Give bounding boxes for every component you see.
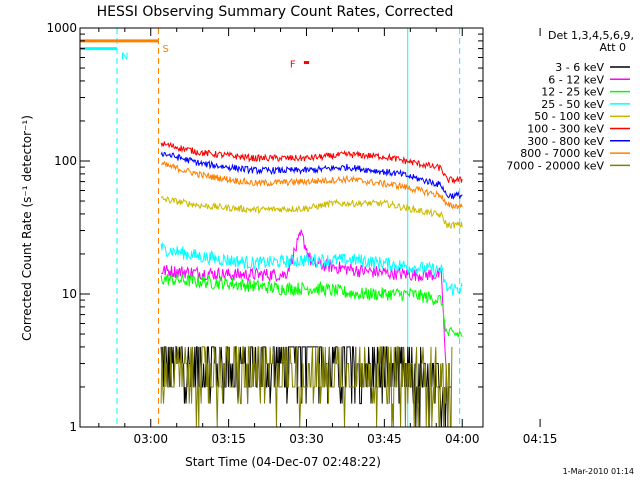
y-axis-label: Corrected Count Rate (s⁻¹ detector⁻¹) xyxy=(20,115,34,341)
legend-title-1: Det 1,3,4,5,6,9, xyxy=(548,29,634,42)
y-tick-label: 1 xyxy=(69,420,77,434)
legend-label: 50 - 100 keV xyxy=(534,110,604,123)
y-tick-label: 10 xyxy=(62,287,77,301)
legend-label: 300 - 800 keV xyxy=(527,135,604,148)
legend-title-2: Att 0 xyxy=(600,41,626,54)
y-tick-label: 1000 xyxy=(46,21,77,35)
series-line xyxy=(160,241,463,296)
x-axis-label: Start Time (04-Dec-07 02:48:22) xyxy=(185,455,381,469)
y-tick-label: 100 xyxy=(54,154,77,168)
legend-label: 800 - 7000 keV xyxy=(520,147,604,160)
x-axis: 03:00 03:15 03:30 03:45 04:00 04:15 xyxy=(98,28,558,446)
y-axis: 1 10 100 1000 xyxy=(46,21,483,434)
x-tick-label: 03:15 xyxy=(211,432,246,446)
x-tick-label: 04:15 xyxy=(523,432,558,446)
x-tick-label: 03:30 xyxy=(289,432,324,446)
series-line xyxy=(160,229,448,387)
series-line xyxy=(160,273,463,338)
x-tick-label: 03:45 xyxy=(367,432,402,446)
series-line xyxy=(160,196,463,230)
series-line xyxy=(160,346,453,427)
x-tick-label: 03:00 xyxy=(133,432,168,446)
legend-label: 12 - 25 keV xyxy=(541,86,604,99)
chart-title: HESSI Observing Summary Count Rates, Cor… xyxy=(97,4,454,20)
x-tick-label: 04:00 xyxy=(445,432,480,446)
flag-label: S xyxy=(163,44,169,55)
legend-label: 100 - 300 keV xyxy=(527,123,604,136)
flag-label: N xyxy=(121,52,128,63)
flag-label: F xyxy=(290,60,296,71)
plot-frame xyxy=(79,27,484,428)
legend-label: 6 - 12 keV xyxy=(548,73,604,86)
legend-label: 7000 - 20000 keV xyxy=(506,159,604,172)
footer-date: 1-Mar-2010 01:14 xyxy=(563,467,634,476)
series-line xyxy=(160,160,463,210)
legend-label: 25 - 50 keV xyxy=(541,98,604,111)
series-line xyxy=(160,141,463,185)
legend-label: 3 - 6 keV xyxy=(555,61,604,74)
series-line xyxy=(160,151,463,200)
